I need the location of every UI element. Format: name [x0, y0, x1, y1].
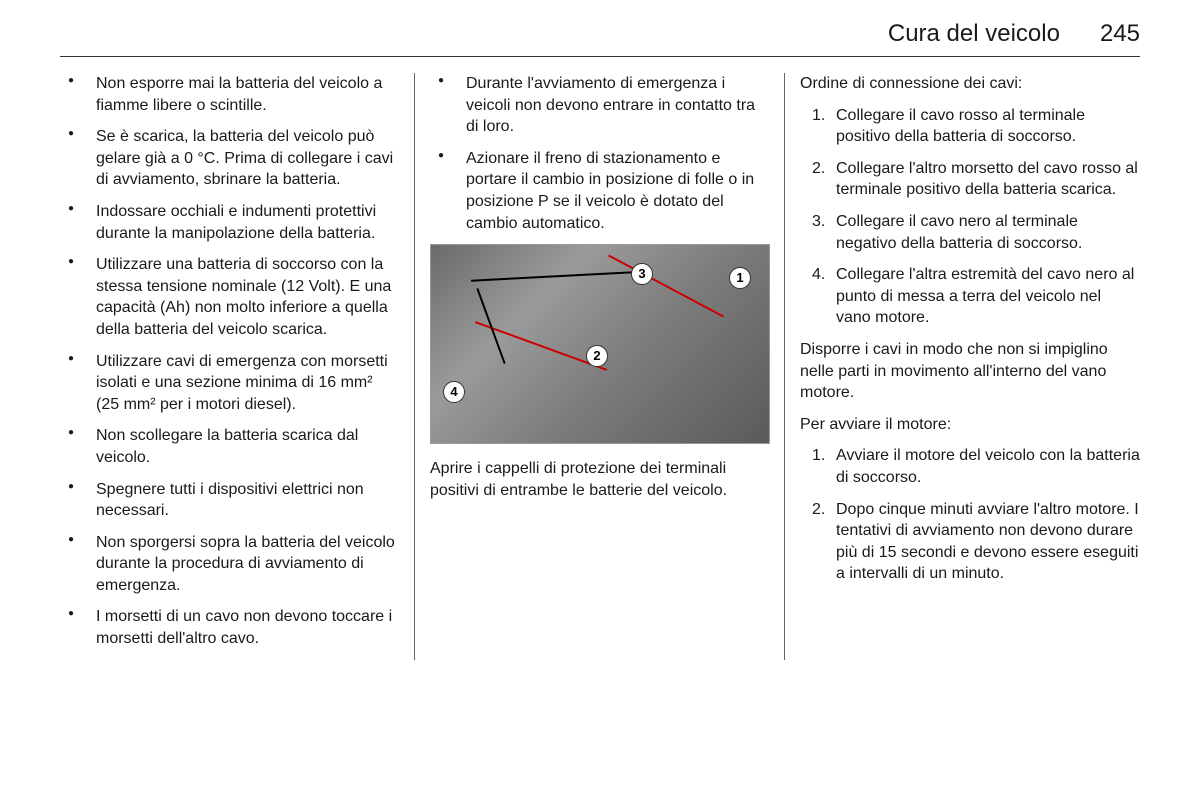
marker-4: 4 — [443, 381, 465, 403]
column-left: Non esporre mai la batteria del veicolo … — [60, 73, 400, 660]
connection-intro: Ordine di connessione dei cavi: — [800, 73, 1140, 95]
page-header: Cura del veicolo 245 — [60, 20, 1140, 57]
list-item: I morsetti di un cavo non devono toccare… — [96, 606, 400, 649]
image-caption: Aprire i cappelli di protezione dei term… — [430, 458, 770, 501]
marker-1: 1 — [729, 267, 751, 289]
list-item: Utilizzare una batteria di soccorso con … — [96, 254, 400, 340]
content-columns: Non esporre mai la batteria del veicolo … — [60, 73, 1140, 660]
black-cable — [476, 288, 505, 364]
engine-bay-image: 1 2 3 4 — [430, 244, 770, 444]
connection-steps: Collegare il cavo rosso al terminale pos… — [800, 105, 1140, 329]
page-number: 245 — [1100, 20, 1140, 48]
cable-warning: Disporre i cavi in modo che non si impig… — [800, 339, 1140, 404]
list-item: Collegare il cavo nero al terminale nega… — [836, 211, 1140, 254]
start-steps: Avviare il motore del veicolo con la bat… — [800, 445, 1140, 585]
section-title: Cura del veicolo — [888, 20, 1060, 48]
list-item: Indossare occhiali e indumenti protettiv… — [96, 201, 400, 244]
list-item: Spegnere tutti i dispositivi elettrici n… — [96, 479, 400, 522]
red-cable — [475, 321, 607, 371]
start-intro: Per avviare il motore: — [800, 414, 1140, 436]
list-item: Durante l'avviamento di emergenza i veic… — [466, 73, 770, 138]
safety-bullets: Non esporre mai la batteria del veicolo … — [60, 73, 400, 650]
marker-2: 2 — [586, 345, 608, 367]
list-item: Non scollegare la batteria scarica dal v… — [96, 425, 400, 468]
list-item: Non sporgersi sopra la batteria del veic… — [96, 532, 400, 597]
list-item: Collegare l'altro morsetto del cavo ross… — [836, 158, 1140, 201]
column-right: Ordine di connessione dei cavi: Collegar… — [800, 73, 1140, 660]
procedure-bullets: Durante l'avviamento di emergenza i veic… — [430, 73, 770, 234]
list-item: Non esporre mai la batteria del veicolo … — [96, 73, 400, 116]
marker-3: 3 — [631, 263, 653, 285]
list-item: Collegare il cavo rosso al terminale pos… — [836, 105, 1140, 148]
column-middle: Durante l'avviamento di emergenza i veic… — [430, 73, 770, 660]
list-item: Azionare il freno di stazionamento e por… — [466, 148, 770, 234]
list-item: Avviare il motore del veicolo con la bat… — [836, 445, 1140, 488]
list-item: Utilizzare cavi di emergenza con morsett… — [96, 351, 400, 416]
red-cable — [608, 255, 724, 318]
black-cable — [471, 270, 651, 281]
list-item: Se è scarica, la batteria del veicolo pu… — [96, 126, 400, 191]
list-item: Collegare l'altra estremità del cavo ner… — [836, 264, 1140, 329]
list-item: Dopo cinque minuti avviare l'altro motor… — [836, 499, 1140, 585]
